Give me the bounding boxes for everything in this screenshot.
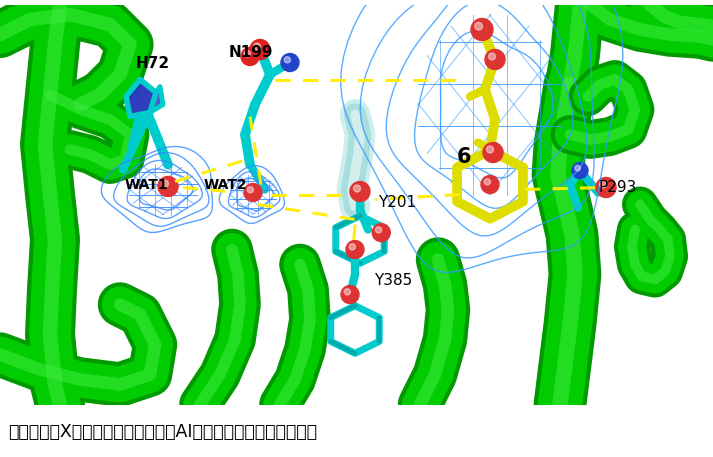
Circle shape bbox=[158, 176, 178, 197]
Circle shape bbox=[162, 180, 168, 187]
Circle shape bbox=[484, 179, 491, 185]
Text: WAT2: WAT2 bbox=[203, 178, 247, 192]
Text: WAT1: WAT1 bbox=[125, 178, 168, 192]
Circle shape bbox=[349, 244, 356, 250]
Circle shape bbox=[244, 51, 250, 57]
Circle shape bbox=[244, 184, 262, 202]
Text: Y385: Y385 bbox=[374, 273, 413, 288]
Polygon shape bbox=[126, 80, 156, 117]
Circle shape bbox=[354, 185, 361, 192]
Circle shape bbox=[475, 22, 483, 30]
Text: Y201: Y201 bbox=[378, 195, 416, 210]
Text: P293: P293 bbox=[599, 180, 637, 195]
Circle shape bbox=[350, 181, 370, 202]
Circle shape bbox=[346, 240, 364, 259]
Circle shape bbox=[341, 286, 359, 303]
Text: 6: 6 bbox=[456, 147, 471, 167]
Circle shape bbox=[247, 186, 253, 193]
Circle shape bbox=[572, 163, 588, 179]
Circle shape bbox=[281, 53, 299, 71]
Text: N199: N199 bbox=[228, 45, 272, 60]
Text: H72: H72 bbox=[135, 56, 170, 71]
Circle shape bbox=[488, 53, 496, 60]
Circle shape bbox=[376, 227, 381, 233]
Polygon shape bbox=[150, 86, 163, 112]
Circle shape bbox=[471, 18, 493, 41]
Circle shape bbox=[344, 289, 351, 295]
Circle shape bbox=[486, 146, 493, 153]
Circle shape bbox=[485, 49, 505, 69]
Text: タンパク質X線結晶構造解析によるAIが創り出した酵素活性部位: タンパク質X線結晶構造解析によるAIが創り出した酵素活性部位 bbox=[9, 423, 317, 441]
Circle shape bbox=[372, 223, 390, 242]
Circle shape bbox=[481, 175, 499, 193]
Circle shape bbox=[575, 165, 580, 171]
Circle shape bbox=[250, 39, 270, 59]
Circle shape bbox=[254, 43, 260, 50]
Circle shape bbox=[596, 177, 616, 197]
Circle shape bbox=[241, 48, 259, 65]
Circle shape bbox=[284, 57, 290, 63]
Circle shape bbox=[600, 181, 607, 188]
Circle shape bbox=[483, 143, 503, 163]
